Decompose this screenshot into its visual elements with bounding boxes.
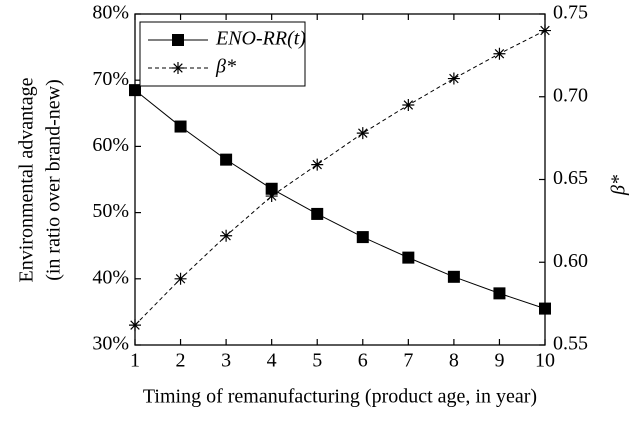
data-point	[539, 24, 551, 37]
x-tick-label: 3	[221, 350, 231, 372]
y2-axis-label: β*	[608, 175, 630, 196]
y-tick-label: 30%	[92, 333, 129, 355]
data-point	[129, 84, 141, 97]
x-tick-label: 4	[267, 350, 277, 372]
data-point	[493, 287, 506, 300]
y-axis-label: (in ratio over brand-new)	[43, 79, 65, 281]
x-tick-label: 1	[130, 350, 140, 372]
y2-tick-label: 0.70	[553, 84, 588, 106]
data-point	[174, 120, 187, 133]
y-tick-label: 80%	[92, 2, 129, 24]
data-point	[356, 231, 369, 244]
x-tick-label: 5	[312, 350, 322, 372]
y-axis-label: Environmental advantage	[16, 77, 38, 282]
data-point	[129, 319, 141, 332]
data-point	[356, 127, 369, 140]
data-point	[311, 158, 324, 171]
data-point	[447, 270, 460, 283]
y2-tick-label: 0.55	[553, 333, 588, 355]
series-line	[134, 89, 546, 310]
x-tick-label: 8	[449, 350, 459, 372]
x-tick-label: 10	[535, 350, 555, 372]
data-point	[265, 182, 278, 195]
legend-marker	[172, 62, 184, 74]
y-tick-label: 40%	[92, 266, 129, 288]
y-tick-label: 70%	[92, 68, 129, 90]
legend-label: β*	[215, 56, 236, 78]
data-point	[539, 302, 551, 315]
y-tick-label: 60%	[92, 134, 129, 156]
data-point	[220, 229, 233, 242]
data-point	[265, 190, 278, 203]
legend-box	[139, 21, 306, 87]
legend-marker	[172, 34, 184, 46]
data-point	[402, 99, 415, 112]
data-point	[402, 251, 415, 264]
data-point	[220, 153, 233, 166]
data-point	[447, 72, 460, 85]
y2-tick-label: 0.65	[553, 167, 588, 189]
x-axis-label: Timing of remanufacturing (product age, …	[143, 386, 537, 408]
y2-tick-label: 0.75	[553, 2, 588, 24]
data-point	[174, 272, 187, 285]
x-tick-label: 9	[494, 350, 504, 372]
data-point	[493, 47, 506, 60]
x-tick-label: 2	[176, 350, 186, 372]
y-tick-label: 50%	[92, 200, 129, 222]
y2-tick-label: 0.60	[553, 250, 588, 272]
data-point	[311, 207, 324, 220]
x-tick-label: 6	[358, 350, 368, 372]
legend-label: ENO-RR(t)	[215, 28, 306, 50]
series-line	[134, 30, 546, 326]
x-tick-label: 7	[403, 350, 413, 372]
